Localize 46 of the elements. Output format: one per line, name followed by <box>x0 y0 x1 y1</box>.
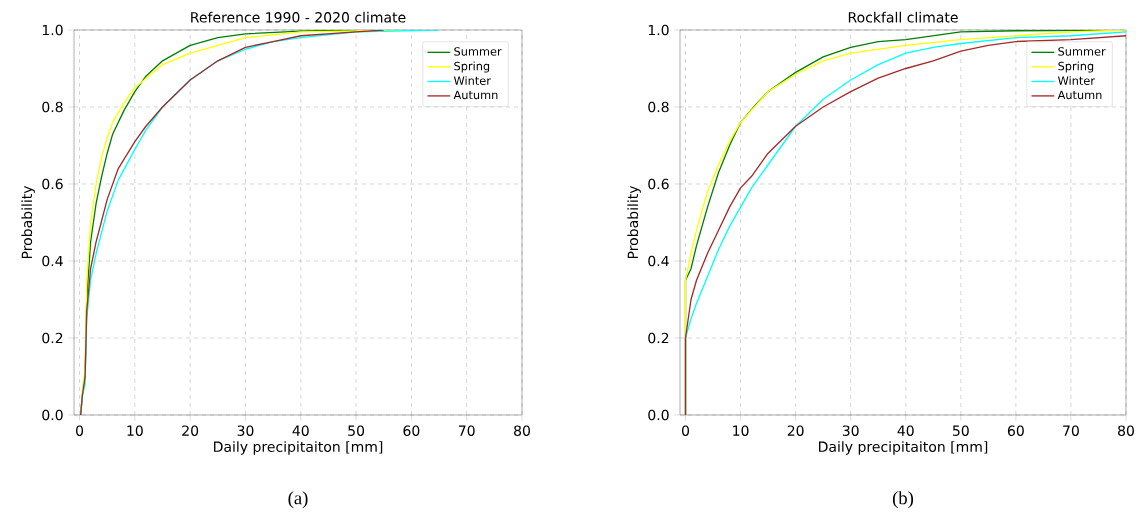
y-tick-label: 0.8 <box>648 101 669 113</box>
x-tick-label: 20 <box>787 425 804 436</box>
text: (b) <box>892 491 914 509</box>
x-tick-label: 60 <box>403 425 420 436</box>
x-tick-label: 0 <box>681 425 690 436</box>
x-tick-label: 70 <box>458 425 475 436</box>
y-tick-label: 0.6 <box>42 178 63 190</box>
legend-label: Spring <box>1058 61 1094 73</box>
x-tick-label: 70 <box>1063 425 1079 436</box>
x-tick-label: 80 <box>514 425 530 436</box>
x-tick-label: 30 <box>237 425 254 436</box>
legend-label: Summer <box>454 47 502 56</box>
x-tick-label: 60 <box>1007 425 1024 436</box>
x-tick-label: 20 <box>182 425 199 436</box>
x-tick-label: 80 <box>1118 425 1134 436</box>
y-tick-label: 0.6 <box>648 178 669 190</box>
x-tick-label: 50 <box>348 425 365 436</box>
x-tick-label: 0 <box>76 425 84 436</box>
y-tick-label: 1.0 <box>648 24 669 36</box>
legend-label: Summer <box>1058 47 1106 56</box>
y-tick-label: 0.4 <box>648 255 669 267</box>
x-tick-label: 10 <box>733 425 749 436</box>
y-tick-label: 0.8 <box>42 101 63 113</box>
y-tick-label: 1.0 <box>42 24 63 36</box>
legend-label: Winter <box>453 76 491 85</box>
x-tick-label: 50 <box>952 425 969 436</box>
y-tick-label: 0.2 <box>42 332 63 344</box>
x-tick-label: 40 <box>897 425 914 436</box>
legend-label: Spring <box>454 61 490 73</box>
x-axis-title: Daily precipitaiton [mm] <box>214 441 383 455</box>
chart-title: Reference 1990 - 2020 climate <box>191 11 406 23</box>
y-axis-title: Probability <box>21 185 35 259</box>
legend-label: Autumn <box>1057 90 1102 100</box>
x-tick-label: 30 <box>842 425 859 436</box>
y-tick-label: 0.2 <box>648 332 669 344</box>
x-axis-title: Daily precipitaiton [mm] <box>819 441 988 455</box>
y-tick-label: 0.4 <box>42 255 63 267</box>
x-tick-label: 10 <box>127 425 143 436</box>
x-tick-label: 40 <box>292 425 309 436</box>
y-tick-label: 0.0 <box>42 409 63 421</box>
text: (a) <box>288 491 308 509</box>
y-tick-label: 0.0 <box>648 409 669 421</box>
legend-label: Autumn <box>453 90 498 100</box>
chart-title: Rockfall climate <box>848 11 958 23</box>
y-axis-title: Probability <box>627 185 641 259</box>
legend-label: Winter <box>1057 76 1095 85</box>
